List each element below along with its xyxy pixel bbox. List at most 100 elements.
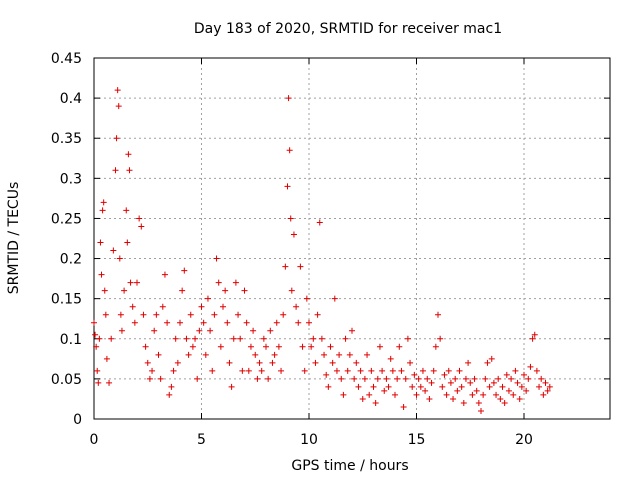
data-point — [260, 335, 267, 342]
data-point — [385, 383, 392, 390]
data-point — [235, 311, 242, 318]
data-point — [441, 371, 448, 378]
data-point — [346, 351, 353, 358]
data-point — [295, 319, 302, 326]
data-point — [344, 367, 351, 374]
data-point — [527, 363, 534, 370]
data-point — [168, 383, 175, 390]
data-point — [278, 367, 285, 374]
data-point — [174, 359, 181, 366]
data-point — [301, 367, 308, 374]
data-point — [469, 391, 476, 398]
data-point — [452, 375, 459, 382]
data-point — [331, 295, 338, 302]
x-tick-label: 20 — [515, 432, 533, 448]
data-point — [288, 287, 295, 294]
data-point — [99, 207, 106, 214]
data-point — [359, 395, 366, 402]
data-point — [93, 343, 100, 350]
data-point — [308, 343, 315, 350]
data-point — [123, 207, 130, 214]
data-point — [493, 391, 500, 398]
data-point — [323, 371, 330, 378]
data-point — [230, 335, 237, 342]
data-point — [516, 395, 523, 402]
data-point — [428, 379, 435, 386]
y-tick-label: 0.15 — [51, 292, 82, 308]
data-point — [306, 319, 312, 326]
data-point — [202, 351, 209, 358]
data-point — [117, 311, 124, 318]
data-point — [531, 331, 538, 338]
data-point — [258, 367, 265, 374]
grid-lines — [94, 58, 610, 419]
data-point — [97, 239, 104, 246]
data-point — [125, 151, 132, 158]
data-point — [217, 343, 224, 350]
data-point — [484, 359, 491, 366]
data-point — [312, 359, 319, 366]
data-point — [142, 343, 149, 350]
data-point — [510, 391, 517, 398]
data-point — [499, 383, 506, 390]
data-point — [488, 355, 495, 362]
data-point — [213, 255, 220, 262]
x-tick-label: 5 — [197, 432, 206, 448]
data-point — [228, 383, 235, 390]
data-point — [392, 391, 398, 398]
x-tick-label: 15 — [408, 432, 426, 448]
data-point — [473, 387, 480, 394]
y-tick-label: 0.1 — [60, 332, 82, 348]
data-point — [518, 383, 525, 390]
data-point — [544, 387, 551, 394]
data-point — [383, 375, 390, 382]
data-point — [126, 167, 133, 174]
data-point — [211, 311, 218, 318]
data-point — [424, 375, 431, 382]
data-point — [284, 183, 291, 190]
data-point — [458, 383, 465, 390]
data-point — [100, 199, 107, 206]
data-point — [204, 295, 211, 302]
data-point — [336, 351, 343, 358]
data-point — [250, 327, 257, 334]
data-point — [411, 371, 418, 378]
data-point — [396, 343, 403, 350]
data-point — [456, 367, 463, 374]
data-point — [179, 287, 186, 294]
data-point — [263, 343, 269, 350]
data-point — [299, 343, 306, 350]
y-tick-label: 0.2 — [60, 252, 82, 268]
data-point — [155, 351, 162, 358]
data-point — [333, 367, 340, 374]
x-tick-label: 10 — [300, 432, 318, 448]
data-point — [245, 367, 252, 374]
data-point — [480, 391, 487, 398]
y-tick-label: 0.3 — [60, 171, 82, 187]
data-point — [415, 375, 422, 382]
y-tick-label: 0.4 — [60, 91, 82, 107]
data-point — [430, 367, 437, 374]
data-point — [115, 103, 122, 110]
data-point — [542, 379, 549, 386]
data-point — [404, 335, 411, 342]
data-point — [546, 383, 553, 390]
data-point — [95, 379, 102, 386]
data-point — [286, 147, 293, 154]
x-axis-label: GPS time / hours — [291, 458, 408, 474]
data-point — [220, 303, 226, 310]
data-point — [96, 335, 103, 342]
y-tick-label: 0.25 — [51, 211, 82, 227]
data-point — [297, 263, 304, 270]
data-point — [355, 383, 362, 390]
data-point — [285, 95, 292, 102]
y-axis-label: SRMTID / TECUs — [6, 182, 22, 295]
data-point — [490, 379, 497, 386]
data-point — [538, 375, 545, 382]
data-point — [540, 391, 547, 398]
data-point — [121, 287, 128, 294]
data-point — [293, 303, 300, 310]
data-point — [521, 371, 527, 378]
data-point — [149, 367, 156, 374]
data-point — [232, 279, 239, 286]
